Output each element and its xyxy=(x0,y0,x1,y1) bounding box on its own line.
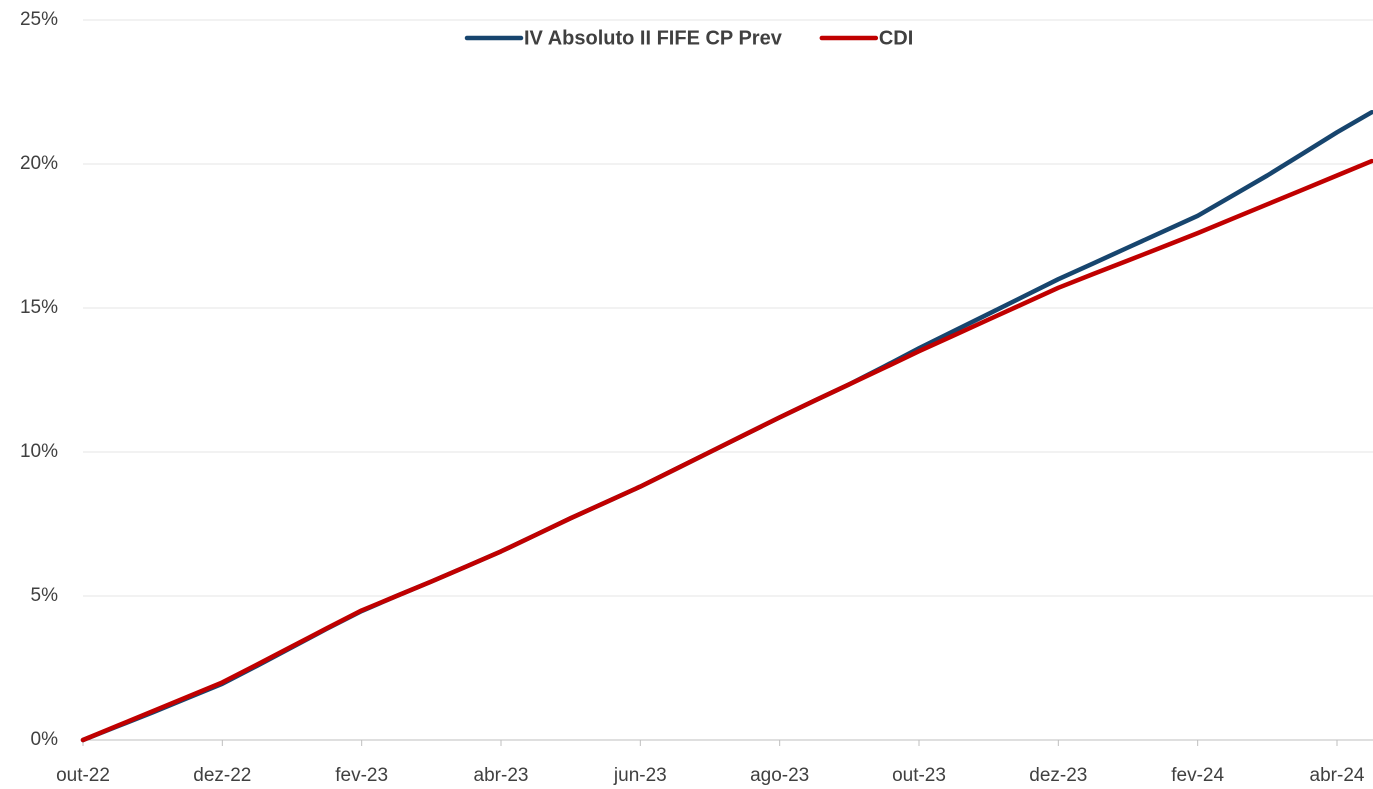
y-tick-label: 25% xyxy=(20,9,58,30)
x-tick-label: dez-23 xyxy=(1029,765,1087,786)
legend-label: IV Absoluto II FIFE CP Prev xyxy=(524,27,783,49)
series-line xyxy=(80,158,1373,743)
y-tick-label: 20% xyxy=(20,153,58,174)
x-tick-label: out-22 xyxy=(56,765,110,786)
y-tick-label: 15% xyxy=(20,297,58,318)
x-tick-label: fev-24 xyxy=(1171,765,1224,786)
x-tick-label: fev-23 xyxy=(335,765,388,786)
y-tick-label: 0% xyxy=(31,729,59,750)
x-tick-label: jun-23 xyxy=(613,765,667,786)
x-tick-label: out-23 xyxy=(892,765,946,786)
x-tick-label: ago-23 xyxy=(750,765,809,786)
x-tick-label: dez-22 xyxy=(193,765,251,786)
x-tick-label: abr-23 xyxy=(474,765,529,786)
x-tick-label: abr-24 xyxy=(1310,765,1365,786)
y-tick-label: 10% xyxy=(20,441,58,462)
series-line xyxy=(80,109,1373,743)
legend-label: CDI xyxy=(879,27,913,49)
y-tick-label: 5% xyxy=(31,585,59,606)
